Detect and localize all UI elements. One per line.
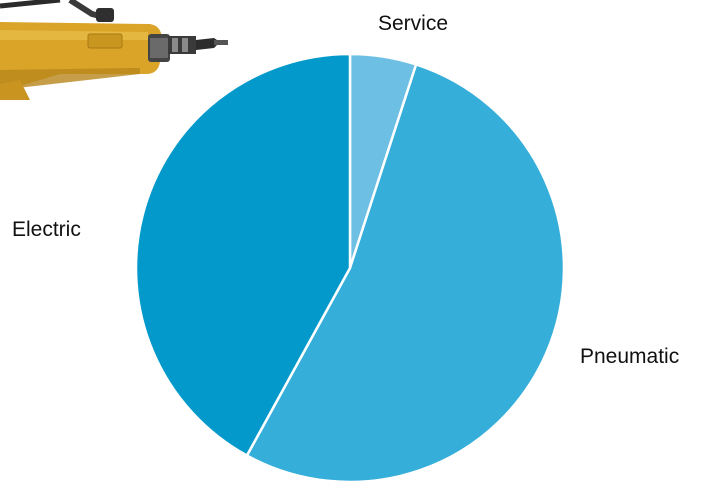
power-tool-illustration-icon (0, 0, 228, 100)
slice-label-electric: Electric (12, 218, 81, 241)
pie-slice-electric (134, 52, 352, 457)
slice-label-pneumatic: Pneumatic (580, 345, 680, 368)
slice-label-service: Service (378, 12, 449, 35)
